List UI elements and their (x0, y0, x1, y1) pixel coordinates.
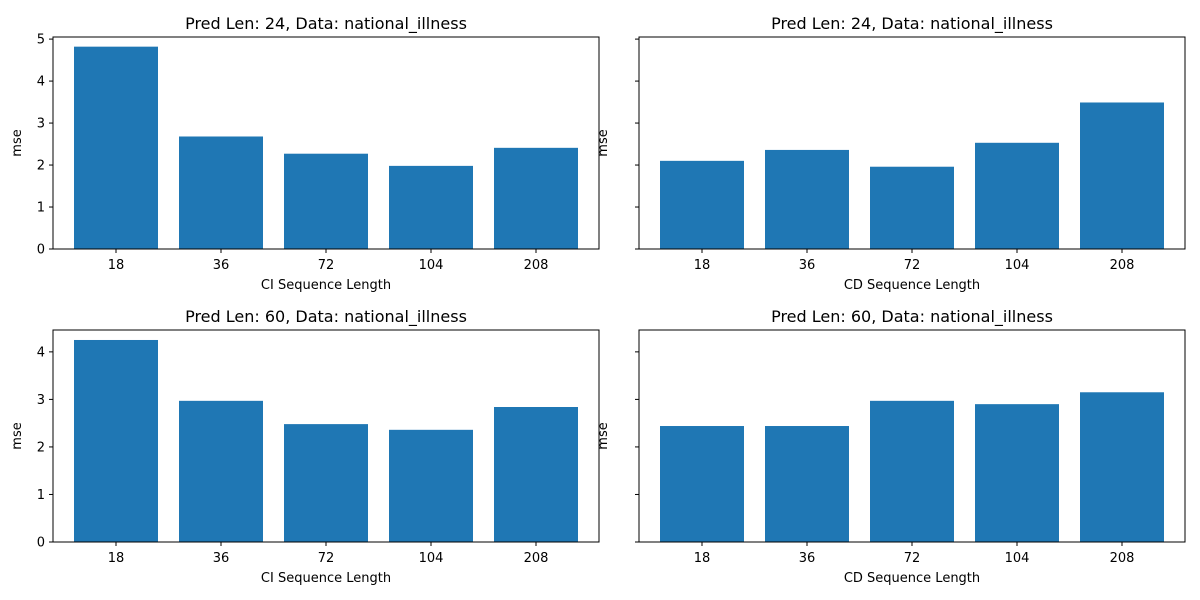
x-tick-label: 18 (694, 551, 711, 566)
bar-72 (284, 153, 368, 249)
y-tick-label: 1 (37, 201, 45, 216)
bar-18 (74, 46, 158, 250)
subplot-bottom-left: Pred Len: 60, Data: national_illness CI … (10, 307, 600, 586)
y-tick-label: 4 (37, 75, 45, 90)
bar-208 (494, 147, 578, 249)
x-tick-label: 36 (799, 258, 816, 273)
x-axis-label: CD Sequence Length (844, 278, 980, 293)
plot-area (52, 329, 600, 543)
x-axis-label: CI Sequence Length (261, 278, 391, 293)
plot-area (638, 329, 1186, 543)
x-tick-label: 104 (419, 551, 444, 566)
subplot-title: Pred Len: 60, Data: national_illness (771, 307, 1053, 327)
bar-group (74, 339, 578, 542)
bar-36 (179, 136, 263, 249)
subplot-top-right: Pred Len: 24, Data: national_illness CD … (596, 14, 1186, 293)
bar-208 (1080, 392, 1164, 542)
x-tick-label: 18 (694, 258, 711, 273)
bar-104 (389, 165, 473, 249)
subplot-title: Pred Len: 60, Data: national_illness (185, 307, 467, 327)
y-tick-label: 1 (37, 488, 45, 503)
bar-group (74, 46, 578, 250)
tick-group: 18 36 72 104 208 (635, 38, 1135, 273)
bar-72 (284, 424, 368, 542)
x-tick-label: 104 (419, 258, 444, 273)
x-tick-label: 104 (1005, 551, 1030, 566)
x-tick-label: 72 (318, 551, 335, 566)
bar-36 (765, 149, 849, 249)
x-tick-label: 208 (524, 258, 549, 273)
x-tick-label: 208 (1110, 551, 1135, 566)
bar-group (660, 392, 1164, 542)
x-tick-label: 104 (1005, 258, 1030, 273)
x-axis-label: CI Sequence Length (261, 571, 391, 586)
y-axis-label: mse (596, 129, 611, 156)
x-tick-label: 72 (904, 258, 921, 273)
y-axis-label: mse (10, 422, 25, 449)
bar-36 (765, 426, 849, 542)
bar-104 (975, 404, 1059, 542)
bar-208 (1080, 102, 1164, 249)
y-tick-label: 3 (37, 117, 45, 132)
y-tick-label: 0 (37, 243, 45, 258)
tick-group: 18 36 72 104 208 0 1 2 3 4 5 (37, 33, 549, 273)
bar-18 (660, 426, 744, 542)
x-tick-label: 208 (524, 551, 549, 566)
tick-group: 18 36 72 104 208 0 1 2 3 4 (37, 345, 549, 566)
bar-36 (179, 400, 263, 542)
bar-18 (74, 339, 158, 542)
subplot-bottom-right: Pred Len: 60, Data: national_illness CD … (596, 307, 1186, 586)
bar-group (660, 102, 1164, 249)
bar-18 (660, 160, 744, 249)
tick-group: 18 36 72 104 208 (635, 351, 1135, 566)
bar-72 (870, 400, 954, 542)
y-axis-label: mse (596, 422, 611, 449)
x-tick-label: 36 (213, 258, 230, 273)
bar-72 (870, 166, 954, 249)
subplot-top-left: Pred Len: 24, Data: national_illness CI … (10, 14, 600, 293)
x-tick-label: 72 (904, 551, 921, 566)
y-tick-label: 3 (37, 393, 45, 408)
bar-208 (494, 407, 578, 542)
y-tick-label: 2 (37, 159, 45, 174)
subplot-title: Pred Len: 24, Data: national_illness (185, 14, 467, 34)
y-tick-label: 2 (37, 440, 45, 455)
y-axis-label: mse (10, 129, 25, 156)
y-tick-label: 0 (37, 536, 45, 551)
bar-104 (975, 142, 1059, 249)
x-tick-label: 36 (799, 551, 816, 566)
bar-104 (389, 429, 473, 542)
y-tick-label: 5 (37, 33, 45, 48)
x-tick-label: 18 (108, 258, 125, 273)
x-tick-label: 72 (318, 258, 335, 273)
x-tick-label: 36 (213, 551, 230, 566)
plot-area (638, 36, 1186, 250)
subplot-title: Pred Len: 24, Data: national_illness (771, 14, 1053, 34)
y-tick-label: 4 (37, 345, 45, 360)
plot-area (52, 36, 600, 250)
x-tick-label: 18 (108, 551, 125, 566)
x-tick-label: 208 (1110, 258, 1135, 273)
x-axis-label: CD Sequence Length (844, 571, 980, 586)
